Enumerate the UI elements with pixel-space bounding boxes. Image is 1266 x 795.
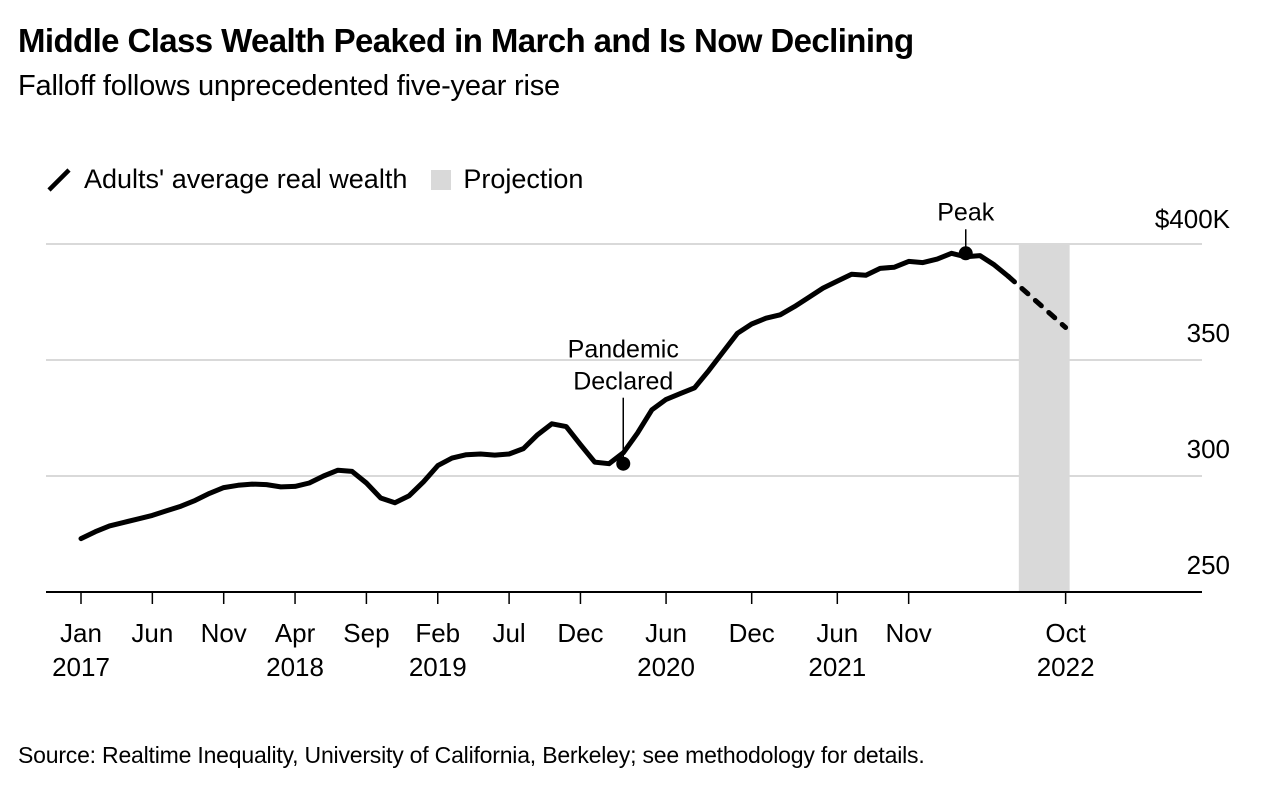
- y-tick-label: 350: [1187, 318, 1230, 348]
- x-tick-label-month: Jul: [492, 618, 525, 648]
- wealth-line: [78, 250, 1011, 542]
- x-tick-label-month: Sep: [343, 618, 389, 648]
- x-tick-label-month: Jan: [60, 618, 102, 648]
- x-tick-label-month: Dec: [557, 618, 603, 648]
- x-tick-label-month: Apr: [275, 618, 316, 648]
- series-layer: [78, 250, 1069, 542]
- line-swatch-icon: [47, 167, 71, 192]
- x-tick-label-month: Oct: [1045, 618, 1086, 648]
- y-tick-label: $400K: [1155, 204, 1231, 234]
- x-axis: Jan 2017 Jun Nov Apr 2018 Sep Feb 2019 Jul Dec Jun 2…: [46, 591, 1202, 682]
- x-tick-label-month: Jun: [131, 618, 173, 648]
- x-tick-label-year: 2022: [1037, 652, 1095, 682]
- annotation-dot: [958, 246, 973, 261]
- annotation-dot: [616, 456, 631, 471]
- projection-band-layer: [1018, 244, 1070, 592]
- annotation-label-pandemic: Declared: [573, 368, 673, 396]
- x-tick-label-month: Jun: [645, 618, 687, 648]
- x-tick-label-year: 2021: [808, 652, 866, 682]
- legend: Adults' average real wealth Projection: [46, 164, 607, 195]
- x-tick-label-month: Jun: [816, 618, 858, 648]
- y-tick-label: 250: [1187, 550, 1230, 580]
- projection-band: [1018, 244, 1070, 592]
- chart-title: Middle Class Wealth Peaked in March and …: [18, 22, 914, 59]
- annotations: Pandemic Declared Peak: [568, 198, 995, 471]
- x-tick-label-month: Feb: [415, 618, 460, 648]
- x-tick-label-month: Nov: [201, 618, 247, 648]
- y-tick-label: 300: [1187, 434, 1230, 464]
- gridlines: [46, 243, 1202, 477]
- x-tick-label-month: Dec: [729, 618, 775, 648]
- x-tick-label-month: Nov: [886, 618, 932, 648]
- legend-item-wealth: Adults' average real wealth: [46, 164, 407, 195]
- x-tick-label-year: 2018: [266, 652, 324, 682]
- annotation-label-peak: Peak: [937, 198, 994, 226]
- legend-label-wealth: Adults' average real wealth: [84, 164, 408, 194]
- chart-subtitle: Falloff follows unprecedented five-year …: [18, 70, 560, 102]
- source-note: Source: Realtime Inequality, University …: [18, 742, 925, 768]
- y-axis-labels: $400K 350 300 250: [1155, 204, 1231, 580]
- x-tick-label-year: 2019: [409, 652, 467, 682]
- legend-label-projection: Projection: [463, 164, 584, 194]
- annotation-label-pandemic: Pandemic: [568, 336, 679, 364]
- legend-item-projection: Projection: [431, 164, 583, 195]
- x-tick-label-year: 2017: [52, 652, 110, 682]
- x-tick-label-year: 2020: [637, 652, 695, 682]
- projection-swatch-icon: [431, 169, 452, 190]
- projection-line: [1006, 274, 1069, 330]
